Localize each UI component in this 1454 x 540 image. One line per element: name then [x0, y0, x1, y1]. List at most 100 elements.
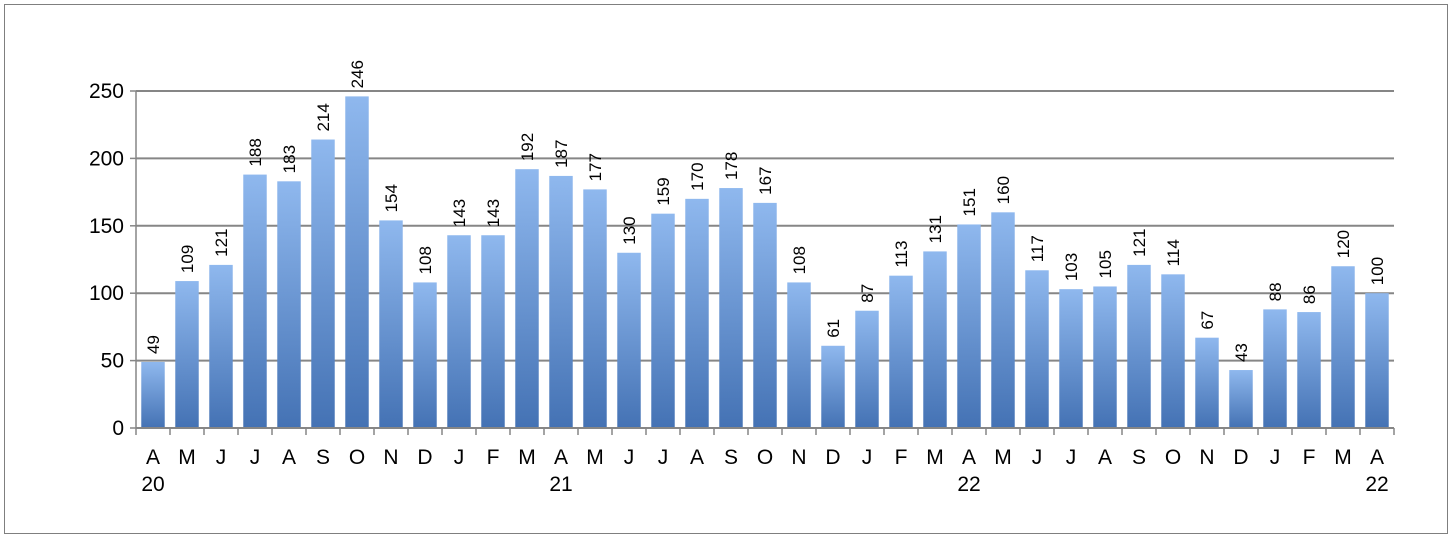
x-tick-label: M: [178, 446, 196, 469]
data-label: 49: [144, 335, 163, 354]
x-tick-label: J: [1032, 446, 1043, 469]
bar: [1331, 266, 1355, 428]
x-tick-label: O: [757, 446, 773, 469]
y-tick-label: 50: [101, 350, 124, 373]
bar: [1365, 293, 1389, 428]
x-year-label: 21: [549, 473, 572, 496]
bar: [1195, 337, 1219, 428]
bar: [515, 169, 539, 428]
x-tick-label: F: [487, 446, 500, 469]
x-tick-label: M: [994, 446, 1012, 469]
y-tick-label: 100: [89, 282, 124, 305]
x-year-label: 22: [957, 473, 980, 496]
y-axis: 0 50 100 150 200 250: [89, 80, 137, 440]
x-tick-label: O: [349, 446, 365, 469]
data-label: 130: [620, 216, 639, 244]
x-tick-label: S: [1132, 446, 1146, 469]
data-label: 108: [790, 246, 809, 274]
data-label: 114: [1164, 239, 1183, 266]
x-tick-label: A: [1370, 446, 1384, 469]
data-label: 86: [1300, 285, 1319, 304]
data-labels: 49 109 121 188 183 214 246 154 108 143 143 192 187 17…: [144, 60, 1387, 362]
x-tick-label: J: [624, 446, 635, 469]
x-tick-label: A: [146, 446, 160, 469]
data-label: 187: [552, 140, 571, 168]
data-label: 177: [586, 153, 605, 181]
bar: [889, 275, 913, 428]
x-tick-label: J: [1270, 446, 1281, 469]
bar: [1297, 312, 1321, 428]
bar: [1263, 309, 1287, 428]
data-label: 108: [416, 246, 435, 274]
data-label: 214: [314, 103, 333, 131]
data-label: 121: [1130, 229, 1149, 257]
data-label: 113: [892, 241, 911, 268]
x-tick-label: S: [316, 446, 330, 469]
data-label: 183: [280, 145, 299, 173]
x-tick-label: J: [658, 446, 669, 469]
bar: [1093, 286, 1117, 428]
bar: [923, 251, 947, 428]
data-label: 120: [1334, 230, 1353, 258]
bar: [991, 212, 1015, 428]
x-tick-label: O: [1165, 446, 1181, 469]
data-label: 143: [450, 199, 469, 227]
y-tick-label: 150: [89, 215, 124, 238]
data-label: 170: [688, 162, 707, 190]
x-tick-label: A: [282, 446, 296, 469]
x-tick-label: J: [862, 446, 873, 469]
data-label: 117: [1028, 235, 1047, 262]
data-label: 159: [654, 177, 673, 205]
data-label: 143: [484, 199, 503, 227]
x-tick-label: D: [1233, 446, 1248, 469]
bar: [209, 264, 233, 428]
bar: [855, 310, 879, 428]
data-label: 154: [382, 184, 401, 212]
bar: [583, 189, 607, 428]
x-tick-label: M: [1334, 446, 1352, 469]
x-year-label: 22: [1365, 473, 1388, 496]
bar: [549, 175, 573, 428]
bar: [1229, 370, 1253, 428]
x-tick-label: A: [690, 446, 704, 469]
y-tick-label: 250: [89, 80, 124, 103]
bar: [311, 139, 335, 428]
y-tick-label: 200: [89, 147, 124, 170]
data-label: 67: [1198, 311, 1217, 330]
x-tick-label: A: [962, 446, 976, 469]
x-tick-label: S: [724, 446, 738, 469]
data-label: 87: [858, 284, 877, 303]
x-tick-label: J: [454, 446, 465, 469]
data-label: 43: [1232, 343, 1251, 362]
x-tick-label: F: [1303, 446, 1316, 469]
data-label: 88: [1266, 282, 1285, 301]
data-label: 121: [212, 229, 231, 257]
data-label: 178: [722, 152, 741, 180]
x-year-label: 20: [141, 473, 164, 496]
bar: [685, 198, 709, 428]
x-tick-label: A: [554, 446, 568, 469]
bar: [243, 174, 267, 428]
bar: [787, 282, 811, 428]
x-tick-label: D: [417, 446, 432, 469]
x-tick-label: N: [1199, 446, 1214, 469]
bar: [753, 202, 777, 428]
x-tick-label: A: [1098, 446, 1112, 469]
x-tick-label: J: [250, 446, 261, 469]
data-label: 192: [518, 133, 537, 161]
x-tick-label: J: [216, 446, 227, 469]
bar: [719, 188, 743, 428]
bar: [379, 220, 403, 428]
data-label: 188: [246, 138, 265, 166]
data-label: 61: [824, 319, 843, 338]
bar: [481, 235, 505, 428]
x-tick-label: J: [1066, 446, 1077, 469]
bar: [1161, 274, 1185, 428]
x-tick-label: F: [895, 446, 908, 469]
bar: [413, 282, 437, 428]
x-tick-label: M: [518, 446, 536, 469]
data-label: 167: [756, 167, 775, 195]
bar: [617, 252, 641, 428]
data-label: 160: [994, 176, 1013, 204]
